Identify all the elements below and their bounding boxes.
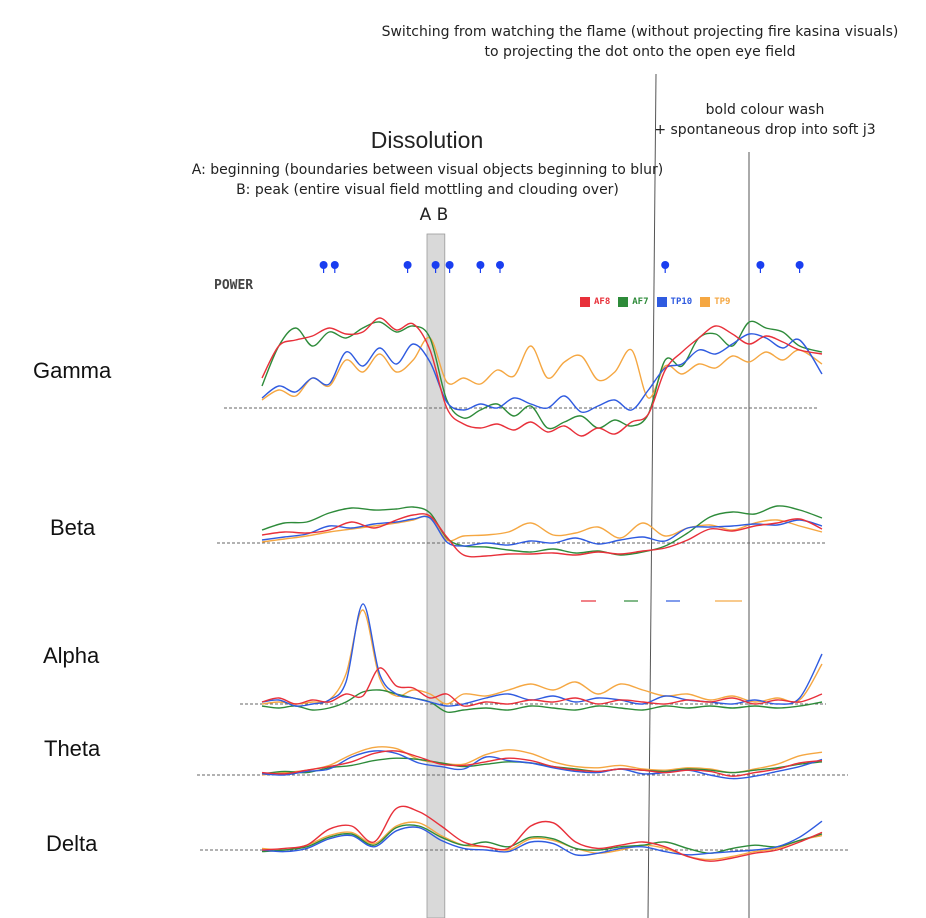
alpha-line-tp10 bbox=[261, 603, 823, 707]
beta-line-af8 bbox=[261, 513, 823, 558]
legend-swatch-tp9 bbox=[700, 297, 711, 307]
dissolution-b-text: B: peak (entire visual field mottling an… bbox=[236, 182, 619, 198]
dissolution-highlight bbox=[426, 233, 446, 918]
ab-label: A B bbox=[419, 205, 449, 225]
power-label: POWER bbox=[214, 278, 254, 293]
colour-wash-annotation: bold colour wash + spontaneous drop into… bbox=[630, 100, 900, 140]
event-marker-5 bbox=[445, 261, 454, 269]
gamma-line-af8 bbox=[261, 317, 823, 437]
alpha-line-af8 bbox=[261, 667, 823, 707]
delta-line-af7 bbox=[261, 824, 823, 854]
event-marker-10 bbox=[795, 261, 804, 269]
delta-line-af8 bbox=[261, 805, 823, 862]
event-marker-4 bbox=[431, 261, 440, 269]
gamma-line-tp10 bbox=[261, 333, 823, 414]
switch-annotation-line1: Switching from watching the flame (witho… bbox=[381, 24, 899, 40]
colour-wash-line2: + spontaneous drop into soft j3 bbox=[654, 122, 876, 138]
event-marker-2 bbox=[330, 261, 339, 269]
alpha-line-af7 bbox=[261, 689, 823, 714]
dissolution-description: A: beginning (boundaries between visual … bbox=[150, 160, 705, 200]
legend-swatch-af7 bbox=[618, 297, 629, 307]
alpha-line-tp9 bbox=[261, 609, 823, 705]
beta-line-af7 bbox=[261, 505, 823, 556]
event-marker-3 bbox=[403, 261, 412, 269]
delta-line-tp10 bbox=[261, 820, 823, 857]
event-line-switch bbox=[647, 73, 657, 918]
delta-line-tp9 bbox=[261, 821, 823, 861]
theta-line-tp10 bbox=[261, 750, 823, 780]
legend-swatch-tp10 bbox=[656, 297, 667, 307]
dissolution-title: Dissolution bbox=[370, 127, 484, 153]
beta-line-tp10 bbox=[261, 515, 823, 547]
switch-annotation-line2: to projecting the dot onto the open eye … bbox=[484, 44, 796, 60]
band-label-alpha: Alpha bbox=[43, 643, 100, 668]
event-marker-6 bbox=[476, 261, 485, 269]
beta-line-tp9 bbox=[261, 515, 823, 543]
theta-line-tp9 bbox=[261, 746, 823, 776]
gamma-line-tp9 bbox=[261, 336, 823, 401]
legend-label-af7: AF7 bbox=[632, 297, 649, 307]
event-marker-9 bbox=[756, 261, 765, 269]
colour-wash-line1: bold colour wash bbox=[705, 102, 825, 118]
band-label-delta: Delta bbox=[46, 831, 98, 856]
legend-swatch-af8 bbox=[580, 297, 590, 307]
legend-label-tp10: TP10 bbox=[670, 297, 693, 307]
theta-line-af8 bbox=[261, 750, 823, 777]
band-label-gamma: Gamma bbox=[33, 358, 112, 383]
band-label-beta: Beta bbox=[50, 515, 96, 540]
legend: AF8 AF7 TP10 TP9 bbox=[576, 297, 730, 307]
event-marker-7 bbox=[496, 261, 504, 269]
event-marker-1 bbox=[319, 261, 328, 269]
switch-annotation: Switching from watching the flame (witho… bbox=[340, 22, 926, 62]
legend-label-tp9: TP9 bbox=[714, 297, 731, 307]
dissolution-a-text: A: beginning (boundaries between visual … bbox=[191, 162, 664, 178]
band-label-theta: Theta bbox=[44, 736, 101, 761]
event-marker-8 bbox=[661, 261, 670, 269]
legend-label-af8: AF8 bbox=[594, 297, 611, 307]
